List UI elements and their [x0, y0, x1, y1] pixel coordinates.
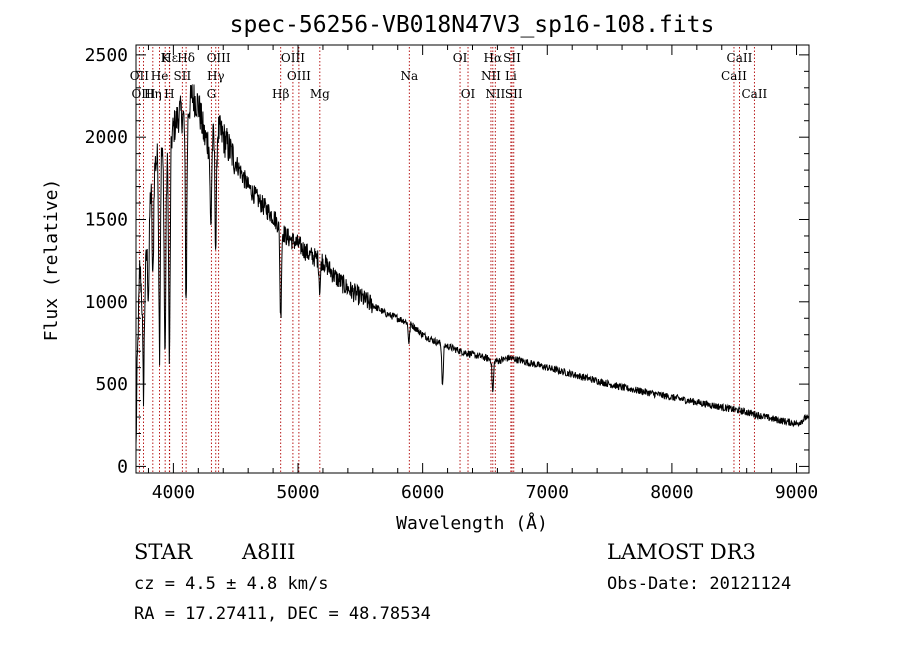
line-marker-label: CaII	[721, 69, 747, 83]
line-marker-label: Hγ	[207, 69, 225, 83]
line-marker-label: CaII	[727, 51, 753, 65]
line-marker-label: OIII	[287, 69, 311, 83]
y-tick-label: 0	[117, 456, 128, 477]
y-axis-ticks: 0 500 1000 1500 2000 2500	[85, 45, 809, 477]
line-marker-label: Na	[400, 69, 418, 83]
observation-date: Obs-Date: 20121124	[607, 574, 791, 594]
line-marker-label: CaII	[741, 87, 767, 101]
x-tick-label: 6000	[401, 482, 444, 503]
line-marker-label: Hδ	[177, 51, 195, 65]
x-tick-label: 8000	[650, 482, 693, 503]
line-marker-label: Hα	[484, 51, 503, 65]
chart-title: spec-56256-VB018N47V3_sp16-108.fits	[230, 12, 715, 38]
line-marker-label: Mg	[310, 87, 330, 101]
line-marker-label: Li	[505, 69, 517, 83]
y-tick-label: 1000	[85, 292, 128, 313]
line-marker-label: SII	[503, 51, 521, 65]
line-marker-label: H	[164, 87, 174, 101]
y-tick-label: 500	[95, 374, 128, 395]
line-markers	[138, 47, 755, 473]
line-marker-label: SII	[505, 87, 523, 101]
line-marker-label: OII	[130, 69, 150, 83]
line-marker-label: OIII	[281, 51, 305, 65]
x-axis-ticks: 4000 5000 6000 7000 8000 9000	[147, 45, 818, 503]
y-tick-label: 2000	[85, 127, 128, 148]
x-tick-label: 5000	[276, 482, 319, 503]
x-axis-label: Wavelength (Å)	[396, 512, 548, 534]
y-tick-label: 2500	[85, 45, 128, 66]
line-marker-label: NII	[485, 87, 505, 101]
spectrum-line	[135, 83, 810, 445]
line-marker-label: Hβ	[272, 87, 289, 101]
line-marker-label: NII	[481, 69, 501, 83]
line-marker-label: OIII	[207, 51, 231, 65]
line-marker-label: G	[207, 87, 217, 101]
y-axis-label: Flux (relative)	[41, 179, 62, 342]
x-tick-label: 7000	[526, 482, 569, 503]
plot-frame	[135, 44, 810, 474]
line-marker-label: Hη	[144, 87, 162, 101]
x-tick-label: 4000	[152, 482, 195, 503]
line-marker-label: OI	[461, 87, 476, 101]
redshift-cz: cz = 4.5 ± 4.8 km/s	[134, 574, 328, 594]
ra-dec: RA = 17.27411, DEC = 48.78534	[134, 604, 431, 624]
y-tick-label: 1500	[85, 209, 128, 230]
line-marker-label: K	[161, 51, 171, 65]
object-class: STAR	[134, 540, 193, 564]
x-tick-label: 9000	[775, 482, 818, 503]
line-marker-label: He	[151, 69, 169, 83]
object-subclass: A8III	[241, 540, 295, 564]
line-marker-label: OI	[453, 51, 468, 65]
line-marker-label: SII	[174, 69, 192, 83]
line-marker-label: OIII	[131, 87, 155, 101]
survey-name: LAMOST DR3	[607, 540, 756, 564]
